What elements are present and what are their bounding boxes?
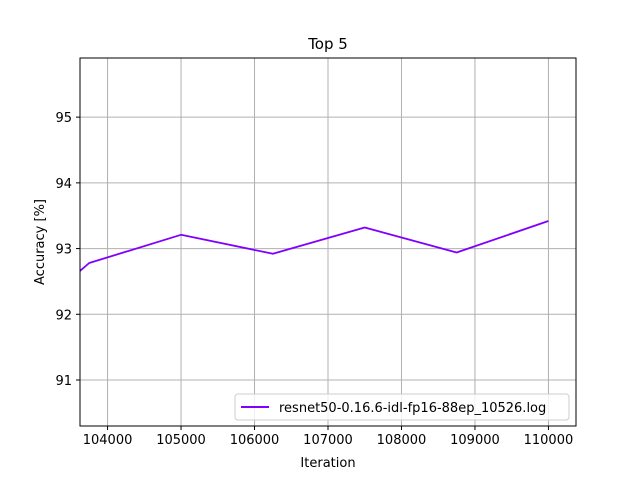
x-tick-label: 109000 — [450, 433, 500, 448]
y-tick-label: 93 — [55, 243, 72, 258]
y-tick-label: 94 — [55, 177, 72, 192]
x-tick-label: 106000 — [230, 433, 280, 448]
x-tick-label: 104000 — [83, 433, 133, 448]
grid — [80, 58, 576, 426]
series-line — [79, 220, 549, 272]
y-tick-label: 95 — [55, 111, 72, 126]
legend-box — [234, 393, 570, 421]
y-tick-label: 92 — [55, 308, 72, 323]
series-layer — [79, 220, 549, 272]
legend-label: resnet50-0.16.6-idl-fp16-88ep_10526.log — [279, 401, 546, 416]
x-tick-label: 105000 — [156, 433, 206, 448]
legend: resnet50-0.16.6-idl-fp16-88ep_10526.log — [234, 393, 570, 421]
y-tick-label: 91 — [55, 374, 72, 389]
y-axis-label: Accuracy [%] — [33, 199, 48, 285]
x-tick-label: 108000 — [377, 433, 427, 448]
x-axis-label: Iteration — [300, 456, 355, 471]
x-tick-label: 110000 — [524, 433, 574, 448]
x-tick-label: 107000 — [303, 433, 353, 448]
ticks: 104000 105000 106000 107000 108000 109000 1100… — [55, 111, 573, 448]
chart-title: Top 5 — [307, 35, 348, 53]
